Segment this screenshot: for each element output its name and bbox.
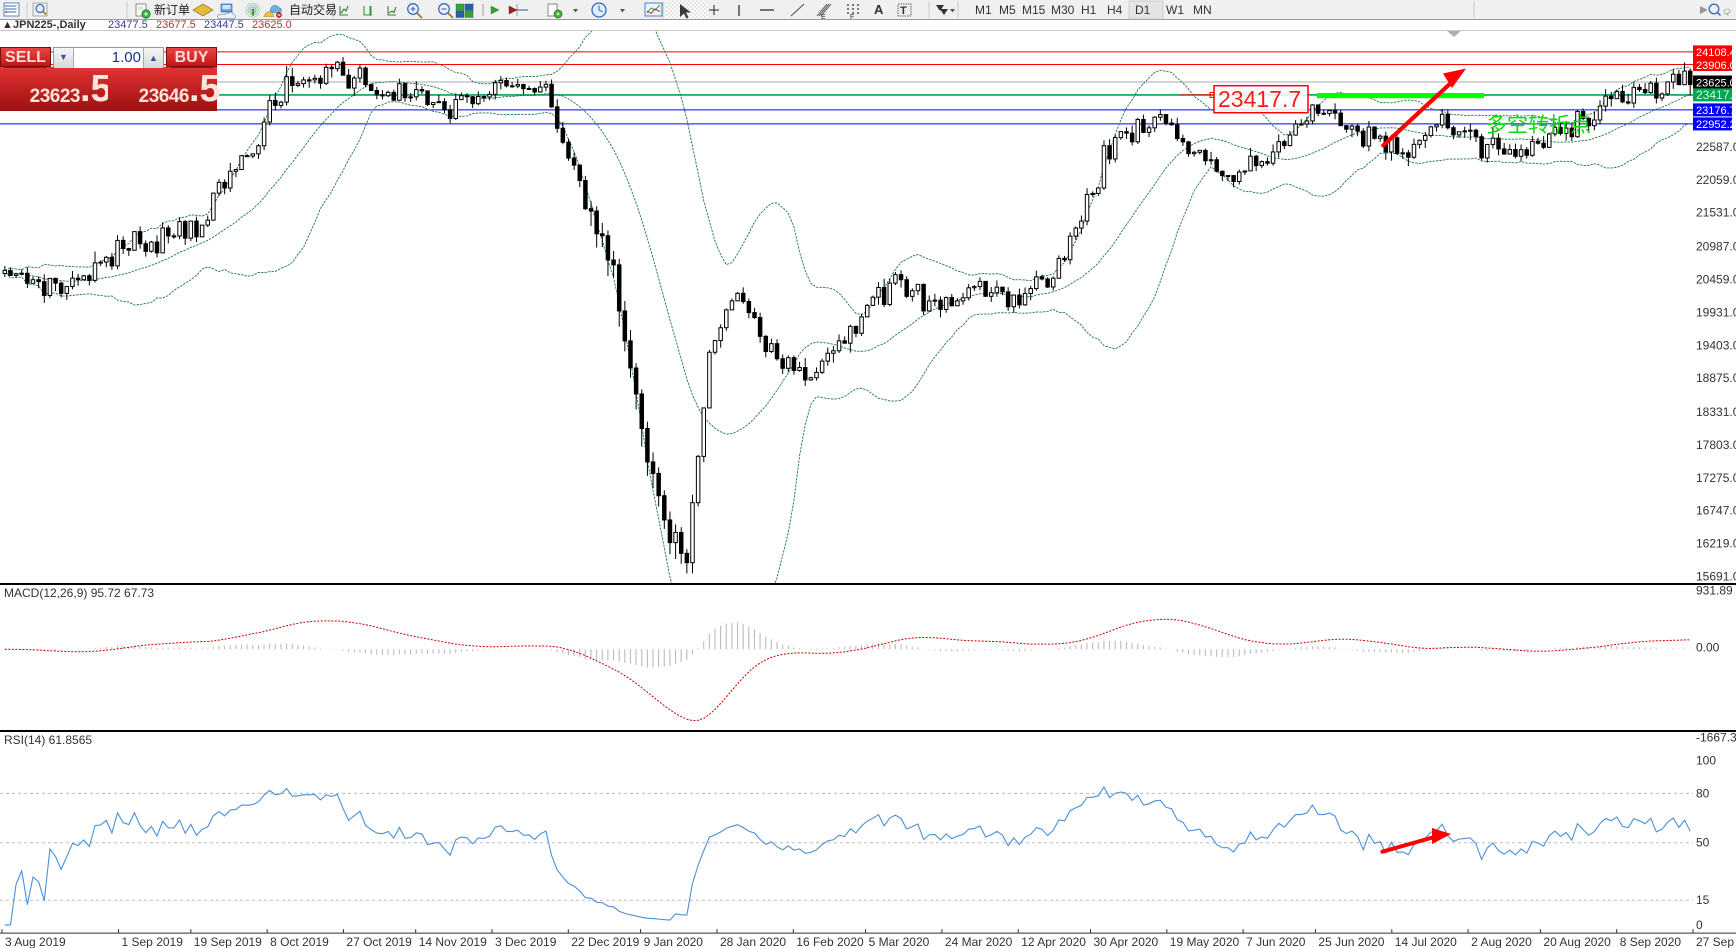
svg-text:5 Mar 2020: 5 Mar 2020 [869, 935, 930, 948]
svg-text:24 Mar 2020: 24 Mar 2020 [945, 935, 1013, 948]
svg-text:22587.0: 22587.0 [1696, 140, 1736, 154]
svg-text:20 Aug 2020: 20 Aug 2020 [1543, 935, 1611, 948]
svg-text:23176.7: 23176.7 [1696, 105, 1736, 117]
svg-text:RSI(14) 61.8565: RSI(14) 61.8565 [4, 733, 92, 747]
svg-text:28 Jan 2020: 28 Jan 2020 [720, 935, 786, 948]
svg-text:18331.0: 18331.0 [1696, 405, 1736, 419]
svg-text:H4: H4 [1107, 3, 1123, 17]
svg-text:8 Sep 2020: 8 Sep 2020 [1620, 935, 1682, 948]
svg-text:12 Apr 2020: 12 Apr 2020 [1021, 935, 1086, 948]
svg-text:21531.0: 21531.0 [1696, 206, 1736, 220]
svg-text:22952.2: 22952.2 [1696, 119, 1736, 131]
svg-text:14 Nov 2019: 14 Nov 2019 [419, 935, 487, 948]
svg-text:0.00: 0.00 [1696, 641, 1720, 655]
svg-text:多空转折点: 多空转折点 [1486, 109, 1591, 139]
svg-text:自动交易: 自动交易 [289, 2, 337, 17]
svg-text:M15: M15 [1022, 3, 1046, 17]
svg-text:-1667.31: -1667.31 [1696, 732, 1736, 744]
svg-text:30 Apr 2020: 30 Apr 2020 [1094, 935, 1159, 948]
svg-text:H1: H1 [1081, 3, 1097, 17]
svg-text:22 Dec 2019: 22 Dec 2019 [571, 935, 639, 948]
svg-text:23417.7: 23417.7 [1218, 86, 1301, 112]
svg-text:16747.0: 16747.0 [1696, 504, 1736, 518]
svg-text:19 May 2020: 19 May 2020 [1170, 935, 1240, 948]
svg-text:931.89: 931.89 [1696, 585, 1733, 598]
svg-text:3 Aug 2019: 3 Aug 2019 [5, 935, 66, 948]
svg-text:27 Sep 2020: 27 Sep 2020 [1696, 935, 1736, 948]
svg-text:新订单: 新订单 [154, 2, 190, 17]
svg-text:2 Aug 2020: 2 Aug 2020 [1471, 935, 1532, 948]
svg-text:16 Feb 2020: 16 Feb 2020 [796, 935, 864, 948]
svg-text:100: 100 [1696, 754, 1716, 768]
svg-text:16219.0: 16219.0 [1696, 537, 1736, 551]
svg-text:MACD(12,26,9) 95.72 67.73: MACD(12,26,9) 95.72 67.73 [4, 586, 154, 600]
svg-text:14 Jul 2020: 14 Jul 2020 [1395, 935, 1457, 948]
svg-text:19403.0: 19403.0 [1696, 338, 1736, 352]
svg-text:9 Jan 2020: 9 Jan 2020 [644, 935, 704, 948]
svg-text:7 Jun 2020: 7 Jun 2020 [1246, 935, 1306, 948]
svg-text:80: 80 [1696, 786, 1710, 800]
svg-text:19 Sep 2019: 19 Sep 2019 [194, 935, 262, 948]
svg-text:23417.7: 23417.7 [1696, 88, 1736, 102]
svg-text:20459.0: 20459.0 [1696, 273, 1736, 287]
svg-text:23906.0: 23906.0 [1696, 60, 1736, 72]
svg-text:50: 50 [1696, 836, 1710, 850]
svg-text:17803.0: 17803.0 [1696, 438, 1736, 452]
svg-text:T: T [900, 5, 907, 17]
svg-text:24108.4: 24108.4 [1696, 47, 1736, 59]
svg-text:3 Dec 2019: 3 Dec 2019 [495, 935, 557, 948]
svg-text:W1: W1 [1166, 3, 1184, 17]
svg-text:15691.0: 15691.0 [1696, 569, 1736, 583]
svg-text:19931.0: 19931.0 [1696, 305, 1736, 319]
svg-text:22059.0: 22059.0 [1696, 173, 1736, 187]
svg-text:MN: MN [1193, 3, 1212, 17]
svg-text:0: 0 [1696, 918, 1703, 932]
svg-text:17275.0: 17275.0 [1696, 471, 1736, 485]
svg-text:15: 15 [1696, 893, 1710, 907]
svg-text:27 Oct 2019: 27 Oct 2019 [346, 935, 412, 948]
svg-text:M1: M1 [975, 3, 992, 17]
svg-text:M30: M30 [1051, 3, 1075, 17]
svg-text:D1: D1 [1135, 3, 1151, 17]
svg-text:1 Sep 2019: 1 Sep 2019 [122, 935, 184, 948]
svg-text:M5: M5 [999, 3, 1016, 17]
svg-text:20987.0: 20987.0 [1696, 240, 1736, 254]
svg-text:A: A [874, 2, 884, 17]
svg-text:25 Jun 2020: 25 Jun 2020 [1318, 935, 1384, 948]
svg-text:18875.0: 18875.0 [1696, 371, 1736, 385]
svg-text:8 Oct 2019: 8 Oct 2019 [270, 935, 329, 948]
